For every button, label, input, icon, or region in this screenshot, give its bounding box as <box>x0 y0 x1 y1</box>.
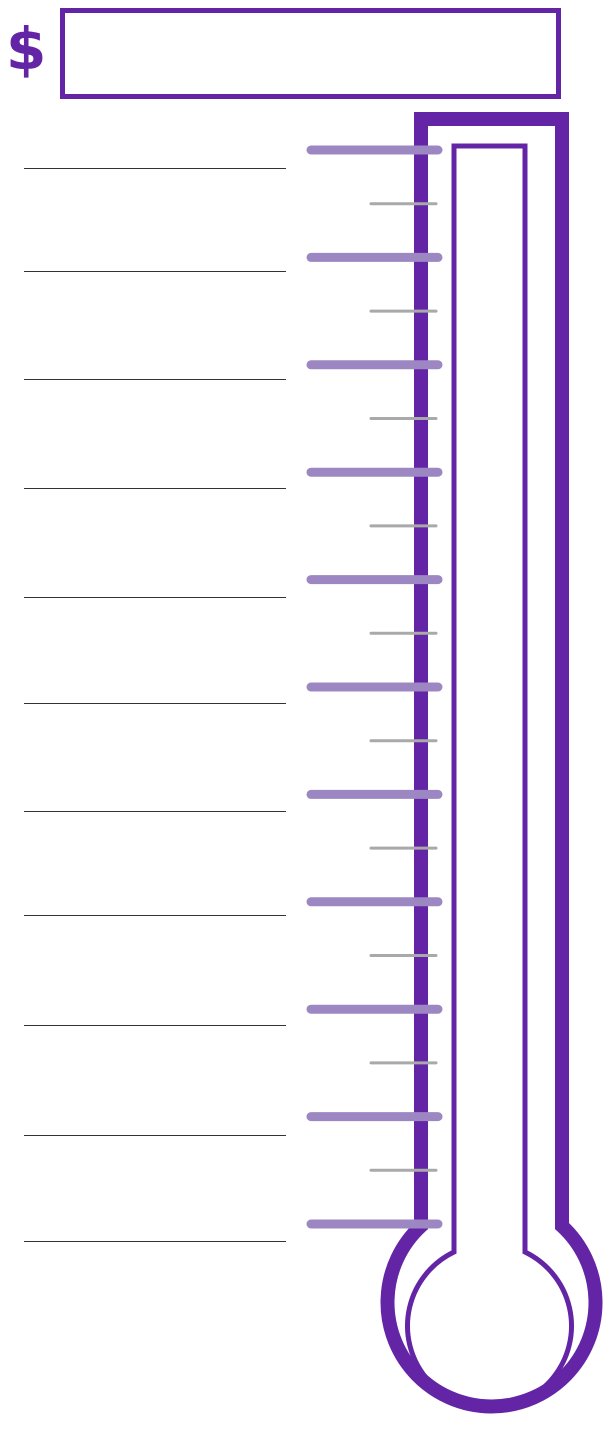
goal-amount-box[interactable] <box>60 8 561 99</box>
label-line[interactable] <box>24 1241 286 1242</box>
dollar-sign: $ <box>6 15 47 83</box>
label-line[interactable] <box>24 271 286 272</box>
label-line[interactable] <box>24 703 286 704</box>
label-line[interactable] <box>24 488 286 489</box>
thermometer-inner-outline <box>405 143 574 1411</box>
label-line[interactable] <box>24 915 286 916</box>
label-line[interactable] <box>24 1135 286 1136</box>
label-line[interactable] <box>24 1025 286 1026</box>
scale-ticks <box>306 145 443 1229</box>
label-line[interactable] <box>24 811 286 812</box>
label-line[interactable] <box>24 379 286 380</box>
label-line[interactable] <box>24 597 286 598</box>
label-line[interactable] <box>24 168 286 169</box>
